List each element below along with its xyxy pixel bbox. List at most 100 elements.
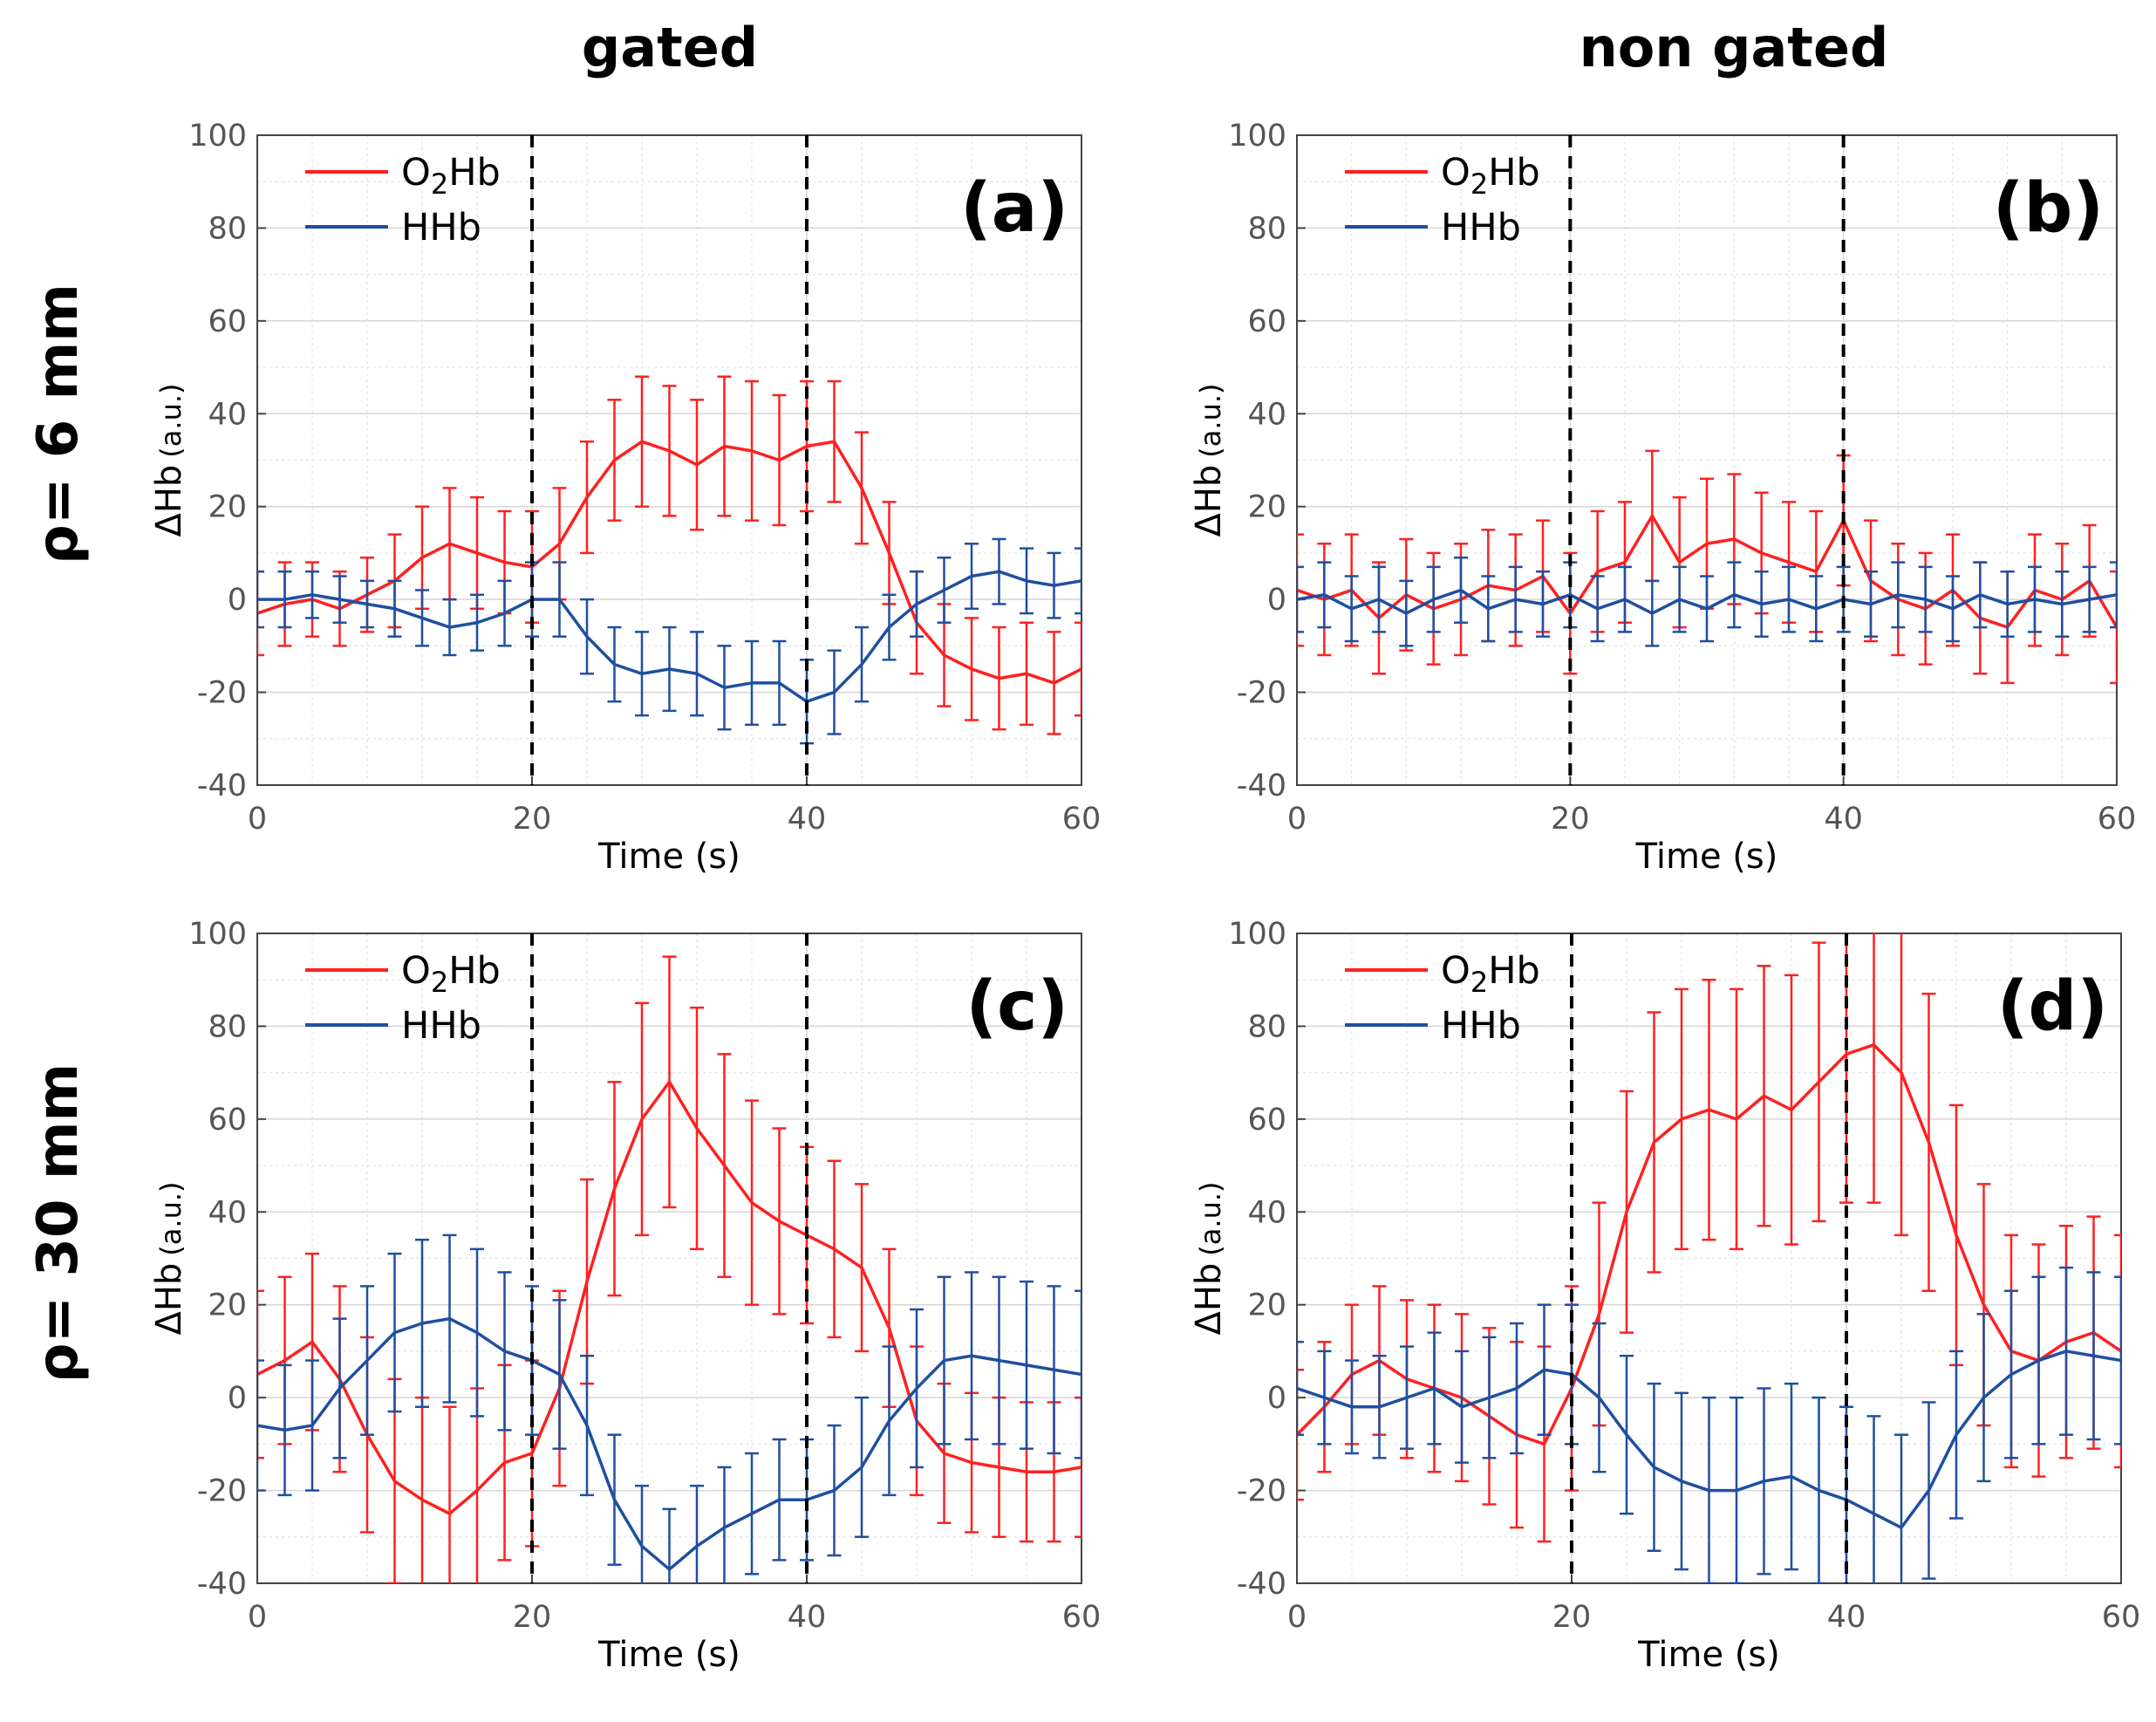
x-axis-label: Time (s) (1635, 837, 1778, 877)
y-tick-label: -20 (1237, 1474, 1286, 1509)
series-line-O2Hb (257, 1080, 1081, 1515)
y-tick-label: -20 (197, 1474, 247, 1509)
y-axis-label-unit: (a.u.) (154, 1181, 188, 1255)
y-tick-label: 80 (208, 1009, 247, 1044)
y-tick-label: 40 (1247, 397, 1286, 432)
panel-d: -40 -20 0 20 40 60 80 100 0 20 40 60 Time (s) ΔHb (a.u… (1189, 917, 2141, 1675)
y-tick-label: -40 (197, 769, 247, 803)
x-tick-label: 60 (1062, 1600, 1102, 1635)
y-tick-label: -20 (1237, 676, 1286, 711)
y-tick-label: 80 (1247, 1009, 1286, 1044)
legend-label: HHb (401, 206, 481, 249)
y-tick-label: 80 (208, 211, 247, 246)
panel-label: (b) (1993, 169, 2104, 248)
x-axis-label: Time (s) (597, 1635, 740, 1675)
legend-label: HHb (1441, 1004, 1521, 1048)
y-axis-label-unit: (a.u.) (1194, 1181, 1227, 1255)
y-tick-label: -40 (1237, 769, 1286, 803)
y-tick-label: 0 (228, 583, 247, 618)
panel-b: -40 -20 0 20 40 60 80 100 0 20 40 60 Time (s) ΔHb (a.u… (1189, 119, 2136, 877)
y-tick-label: 20 (1247, 1288, 1286, 1323)
y-tick-label: 20 (1247, 490, 1286, 525)
series-line-HHb (1297, 1350, 2121, 1529)
plot-area-b (1297, 449, 2117, 685)
y-tick-label: 0 (1267, 1381, 1286, 1416)
x-tick-label: 0 (248, 1600, 267, 1635)
series-HHb (257, 537, 1081, 745)
x-tick-label: 20 (513, 802, 552, 837)
y-axis-label: ΔHb (a.u.) (1189, 383, 1229, 536)
x-tick-label: 60 (2098, 802, 2137, 837)
y-axis-label-main: ΔHb (149, 1263, 189, 1336)
y-tick-label: 100 (1228, 119, 1286, 154)
x-axis-label: Time (s) (1637, 1635, 1780, 1675)
legend-label: HHb (401, 1004, 481, 1048)
x-tick-label: 0 (1287, 802, 1307, 837)
x-axis-label: Time (s) (597, 837, 740, 877)
y-tick-label: 20 (208, 1288, 247, 1323)
plot-area-a (257, 375, 1081, 745)
y-axis-label-main: ΔHb (1189, 1263, 1229, 1336)
y-tick-label: 60 (1247, 304, 1286, 339)
y-tick-label: 60 (1247, 1103, 1286, 1138)
series-line-HHb (1297, 588, 2117, 615)
column-title-non-gated: non gated (1579, 16, 1889, 79)
y-tick-label: 60 (208, 1103, 247, 1138)
y-axis-label: ΔHb (a.u.) (149, 1181, 189, 1335)
legend-label: O2Hb (401, 949, 501, 999)
x-tick-label: 0 (1287, 1600, 1307, 1635)
x-tick-label: 20 (1552, 1600, 1592, 1635)
y-tick-label: 80 (1247, 211, 1286, 246)
x-tick-label: 0 (248, 802, 267, 837)
column-title-gated: gated (582, 16, 758, 79)
y-tick-label: 100 (1228, 917, 1286, 952)
series-HHb (1297, 1266, 2121, 1583)
panel-label: (d) (1997, 967, 2108, 1046)
legend-d: O2Hb HHb (1345, 949, 1540, 1048)
y-axis-label: ΔHb (a.u.) (1189, 1181, 1229, 1335)
panel-label: (c) (965, 967, 1068, 1046)
y-tick-label: 100 (188, 119, 247, 154)
x-tick-label: 40 (1827, 1600, 1866, 1635)
y-axis-label-main: ΔHb (149, 465, 189, 537)
panel-label: (a) (960, 169, 1068, 248)
x-tick-label: 20 (513, 1600, 552, 1635)
y-tick-label: -20 (197, 676, 247, 711)
grid-b (1296, 134, 2118, 786)
x-tick-label: 60 (1062, 802, 1102, 837)
plot-area-d (1297, 933, 2121, 1583)
y-tick-label: 0 (1267, 583, 1286, 618)
x-tick-label: 40 (788, 802, 827, 837)
plot-area-c (257, 955, 1081, 1583)
y-tick-label: 100 (188, 917, 247, 952)
panel-c: -40 -20 0 20 40 60 80 100 0 20 40 60 Time (s) ΔHb (a.u… (149, 917, 1101, 1675)
axes-box (1296, 134, 2118, 786)
row-title-30mm: ρ= 30 mm (26, 1063, 91, 1383)
legend-label: O2Hb (1441, 949, 1540, 999)
x-tick-label: 40 (1824, 802, 1863, 837)
series-O2Hb (1297, 449, 2117, 685)
y-tick-label: 40 (1247, 1195, 1286, 1230)
y-axis-label-unit: (a.u.) (1194, 383, 1227, 457)
series-line-HHb (257, 1316, 1081, 1571)
row-title-6mm: ρ= 6 mm (26, 284, 91, 564)
series-line-HHb (257, 570, 1081, 703)
x-tick-label: 20 (1551, 802, 1590, 837)
legend-label: HHb (1441, 206, 1521, 249)
y-tick-label: -40 (1237, 1567, 1286, 1602)
y-axis-label-main: ΔHb (1189, 465, 1229, 537)
legend-label: O2Hb (401, 151, 501, 201)
panel-a: -40 -20 0 20 40 60 80 100 0 20 40 60 Time (s) ΔHb (a.u… (149, 119, 1101, 877)
y-tick-label: 40 (208, 397, 247, 432)
x-tick-label: 60 (2102, 1600, 2141, 1635)
legend-b: O2Hb HHb (1345, 151, 1540, 249)
y-axis-label-unit: (a.u.) (154, 383, 188, 457)
y-tick-label: 60 (208, 304, 247, 339)
legend-a: O2Hb HHb (305, 151, 501, 249)
series-HHb (1297, 557, 2117, 647)
series-HHb (257, 1233, 1081, 1583)
axes-box (256, 134, 1082, 786)
legend-label: O2Hb (1441, 151, 1540, 201)
panels: -40 -20 0 20 40 60 80 100 0 20 40 60 Time (s) ΔHb (a.u… (149, 119, 2140, 1675)
